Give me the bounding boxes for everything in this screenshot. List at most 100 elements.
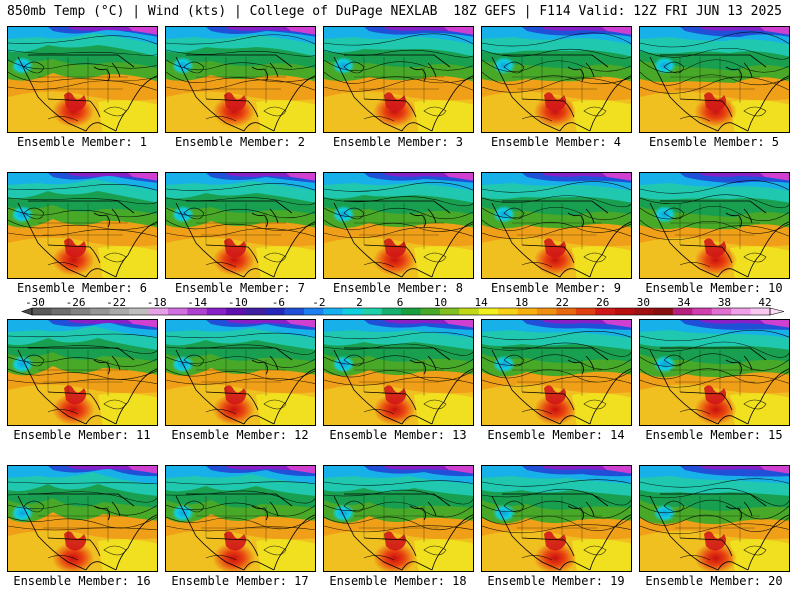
colorbar-swatch	[750, 308, 771, 315]
ensemble-member-map	[481, 465, 632, 572]
colorbar-swatch	[653, 308, 674, 315]
colorbar-swatch	[362, 308, 382, 315]
colorbar-swatch	[731, 308, 751, 315]
colorbar-tick-label: -10	[228, 297, 248, 309]
colorbar-swatch	[711, 308, 732, 315]
colorbar-tick-label: -18	[147, 297, 167, 309]
colorbar-swatch	[167, 308, 188, 315]
colorbar-swatch	[692, 308, 713, 315]
ensemble-member-map	[165, 26, 316, 133]
temperature-colorbar: -30 -26 -22 -18 -14 -10 -6 -2 2 6 10 14 18 22 26 30 34 38…	[21, 297, 785, 316]
colorbar-swatch	[284, 308, 305, 315]
colorbar-swatch	[187, 308, 208, 315]
ensemble-member-label: Ensemble Member: 4	[490, 135, 622, 149]
ensemble-member-label: Ensemble Member: 18	[329, 574, 467, 588]
ensemble-member-label: Ensemble Member: 16	[13, 574, 151, 588]
ensemble-member-label: Ensemble Member: 13	[329, 428, 467, 442]
ensemble-member-map	[7, 319, 158, 426]
colorbar-swatch	[536, 308, 557, 315]
ensemble-member-label: Ensemble Member: 19	[487, 574, 625, 588]
colorbar-swatch	[70, 308, 91, 315]
colorbar-swatch	[517, 308, 538, 315]
colorbar-swatch	[420, 308, 441, 315]
colorbar-swatch	[245, 308, 266, 315]
colorbar-swatch	[342, 308, 363, 315]
colorbar-tick-label: 30	[637, 297, 650, 309]
colorbar-swatch	[595, 308, 615, 315]
colorbar-tick-label: 26	[596, 297, 609, 309]
colorbar-tick-label: 38	[718, 297, 731, 309]
colorbar-tick-label: 42	[758, 297, 771, 309]
ensemble-member-map	[7, 26, 158, 133]
ensemble-member-map	[165, 465, 316, 572]
colorbar-tick-label: 14	[474, 297, 488, 309]
colorbar-swatch	[672, 308, 693, 315]
ensemble-member-label: Ensemble Member: 7	[174, 281, 306, 295]
ensemble-member-label: Ensemble Member: 15	[645, 428, 783, 442]
ensemble-member-map	[639, 319, 790, 426]
colorbar-max-arrow	[769, 307, 785, 316]
ensemble-member-label: Ensemble Member: 14	[487, 428, 625, 442]
ensemble-member-label: Ensemble Member: 8	[332, 281, 464, 295]
ensemble-member-map	[639, 26, 790, 133]
colorbar-tick-label: -22	[106, 297, 126, 309]
colorbar-tick-label: -2	[312, 297, 325, 309]
colorbar-swatch	[109, 308, 130, 315]
ensemble-member-map	[639, 465, 790, 572]
ensemble-member-map	[323, 465, 474, 572]
colorbar-tick-label: -30	[25, 297, 45, 309]
colorbar-min-arrow	[21, 307, 33, 316]
ensemble-member-label: Ensemble Member: 11	[13, 428, 151, 442]
ensemble-member-map	[323, 26, 474, 133]
ensemble-member-map	[481, 319, 632, 426]
ensemble-member-map	[639, 172, 790, 279]
colorbar-swatch	[226, 308, 246, 315]
ensemble-member-label: Ensemble Member: 17	[171, 574, 309, 588]
colorbar-frame	[31, 307, 771, 316]
model-run-info: 18Z GEFS | F114 Valid: 12Z FRI JUN 13 20…	[453, 4, 782, 19]
colorbar-swatch	[206, 308, 227, 315]
colorbar-tick-label: -6	[272, 297, 285, 309]
map-title: 850mb Temp (°C) | Wind (kts) | College o…	[7, 4, 438, 19]
ensemble-member-label: Ensemble Member: 20	[645, 574, 783, 588]
colorbar-swatch	[401, 308, 421, 315]
ensemble-member-map	[481, 26, 632, 133]
ensemble-member-label: Ensemble Member: 3	[332, 135, 464, 149]
colorbar-swatch	[614, 308, 635, 315]
colorbar-swatch	[303, 308, 324, 315]
ensemble-member-label: Ensemble Member: 12	[171, 428, 309, 442]
colorbar-swatch	[459, 308, 479, 315]
colorbar-swatch	[148, 308, 169, 315]
colorbar-swatch	[323, 308, 344, 315]
ensemble-member-label: Ensemble Member: 9	[490, 281, 622, 295]
colorbar-tick-label: -26	[66, 297, 86, 309]
colorbar-tick-label: -14	[187, 297, 207, 309]
colorbar-swatch	[556, 308, 577, 315]
ensemble-member-label: Ensemble Member: 6	[16, 281, 148, 295]
colorbar-swatch	[90, 308, 110, 315]
ensemble-member-map	[7, 465, 158, 572]
colorbar-tick-label: 6	[397, 297, 404, 309]
ensemble-member-label: Ensemble Member: 1	[16, 135, 148, 149]
ensemble-member-map	[481, 172, 632, 279]
colorbar-tick-label: 2	[356, 297, 363, 309]
ensemble-member-label: Ensemble Member: 10	[645, 281, 783, 295]
colorbar-swatch	[439, 308, 460, 315]
ensemble-member-map	[323, 319, 474, 426]
ensemble-member-map	[323, 172, 474, 279]
colorbar-swatch	[381, 308, 402, 315]
colorbar-swatch	[265, 308, 285, 315]
colorbar-tick-label: 22	[556, 297, 569, 309]
colorbar-tick-label: 10	[434, 297, 447, 309]
colorbar-tick-label: 34	[677, 297, 691, 309]
colorbar-swatch	[129, 308, 149, 315]
ensemble-member-map	[165, 172, 316, 279]
colorbar-swatch	[32, 308, 52, 315]
ensemble-member-label: Ensemble Member: 5	[648, 135, 780, 149]
colorbar-swatch	[51, 308, 72, 315]
colorbar-swatch	[575, 308, 596, 315]
ensemble-member-map	[165, 319, 316, 426]
colorbar-swatch	[634, 308, 654, 315]
colorbar-swatch	[478, 308, 499, 315]
ensemble-member-map	[7, 172, 158, 279]
